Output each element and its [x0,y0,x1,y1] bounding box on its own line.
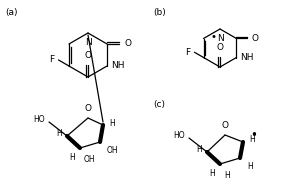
Text: OH: OH [107,146,119,155]
Text: O: O [222,121,228,130]
Text: (c): (c) [153,100,165,109]
Text: H: H [247,162,253,171]
Text: H: H [209,169,215,178]
Text: H: H [249,136,255,145]
Text: O: O [124,40,131,49]
Text: (a): (a) [5,8,18,17]
Text: O: O [216,43,223,52]
Text: NH: NH [111,61,125,70]
Text: HO: HO [33,115,45,125]
Text: H: H [196,145,202,153]
Text: •: • [211,32,217,42]
Text: H: H [69,153,75,162]
Text: O: O [85,104,91,113]
Text: HO: HO [173,132,185,140]
Text: H: H [224,171,230,180]
Text: H: H [109,119,115,128]
Text: O: O [85,51,91,60]
Text: (b): (b) [153,8,166,17]
Text: •: • [250,129,257,143]
Text: N: N [216,34,223,43]
Text: H: H [56,129,62,138]
Text: OH: OH [84,155,96,164]
Text: F: F [185,48,190,57]
Text: O: O [252,34,259,43]
Text: NH: NH [240,53,254,62]
Text: N: N [85,38,91,47]
Text: F: F [49,55,54,64]
